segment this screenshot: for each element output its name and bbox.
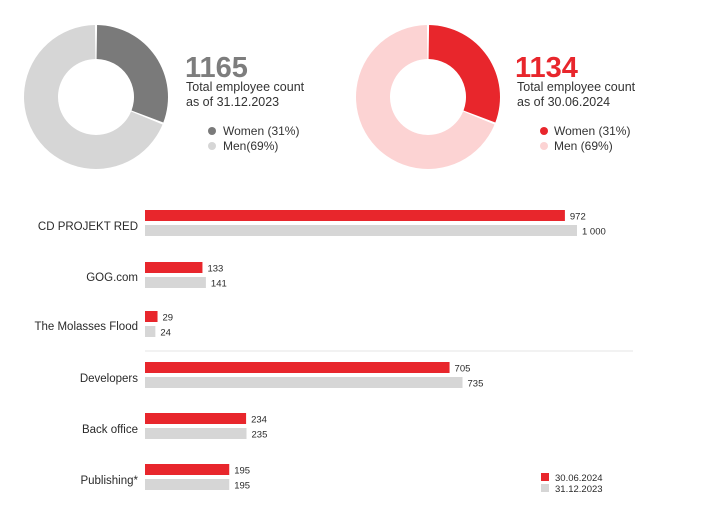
bar-value-label: 195	[234, 466, 250, 477]
donut-chart-2024	[356, 25, 500, 170]
legend-men-2023-swatch	[208, 142, 216, 150]
bar-value-label: 29	[163, 313, 174, 324]
bar-value-label: 141	[211, 279, 227, 290]
donut-slice-women	[428, 25, 500, 123]
legend-label-2023: 31.12.2023	[555, 484, 603, 495]
caption-2024-line1: Total employee count	[517, 80, 636, 94]
bar-2023	[145, 277, 206, 288]
legend-men-2023: Men(69%)	[223, 139, 278, 153]
bar-value-label: 235	[252, 430, 268, 441]
legend-swatch-2024	[541, 473, 549, 481]
category-label: Back office	[82, 424, 138, 436]
legend-men-2024-swatch	[540, 142, 548, 150]
bar-value-label: 234	[251, 415, 267, 426]
legend-label-2024: 30.06.2024	[555, 473, 603, 484]
legend-swatch-2023	[541, 484, 549, 492]
legend-men-2024: Men (69%)	[554, 139, 613, 153]
legend-women-2023-swatch	[208, 127, 216, 135]
category-label: The Molasses Flood	[34, 321, 138, 333]
category-label: Developers	[80, 373, 138, 385]
bar-2024	[145, 464, 230, 475]
bar-2023	[145, 377, 463, 388]
caption-2023-line1: Total employee count	[186, 80, 305, 94]
bar-value-label: 735	[468, 379, 484, 390]
bar-2024	[145, 413, 247, 424]
bar-2023	[145, 326, 156, 337]
bar-2024	[145, 262, 203, 273]
donut-chart-2023	[24, 25, 169, 170]
bar-2024	[145, 210, 565, 221]
bar-2024	[145, 311, 158, 322]
bar-value-label: 195	[234, 481, 250, 492]
category-label: GOG.com	[86, 272, 138, 284]
donut-slice-women	[96, 25, 169, 123]
bar-value-label: 705	[455, 364, 471, 375]
legend-women-2023: Women (31%)	[223, 124, 299, 138]
category-label: CD PROJEKT RED	[38, 221, 138, 233]
bar-2023	[145, 225, 577, 236]
bar-value-label: 24	[160, 328, 171, 339]
bar-chart: CD PROJEKT RED 972 1 000 GOG.com 133 141 The M…	[34, 210, 606, 492]
total-2024: 1134	[515, 52, 578, 84]
legend-women-2024: Women (31%)	[554, 124, 630, 138]
legend-women-2024-swatch	[540, 127, 548, 135]
bar-2023	[145, 479, 230, 490]
bar-value-label: 1 000	[582, 227, 606, 238]
caption-2024-line2: as of 30.06.2024	[517, 95, 610, 109]
bar-value-label: 133	[207, 264, 223, 275]
bar-value-label: 972	[570, 212, 586, 223]
donut-slice-men	[24, 25, 163, 170]
caption-2023-line2: as of 31.12.2023	[186, 95, 279, 109]
donut-slice-men	[356, 25, 495, 170]
bar-2023	[145, 428, 247, 439]
bar-2024	[145, 362, 450, 373]
total-2023: 1165	[185, 52, 248, 84]
category-label: Publishing*	[80, 475, 138, 487]
